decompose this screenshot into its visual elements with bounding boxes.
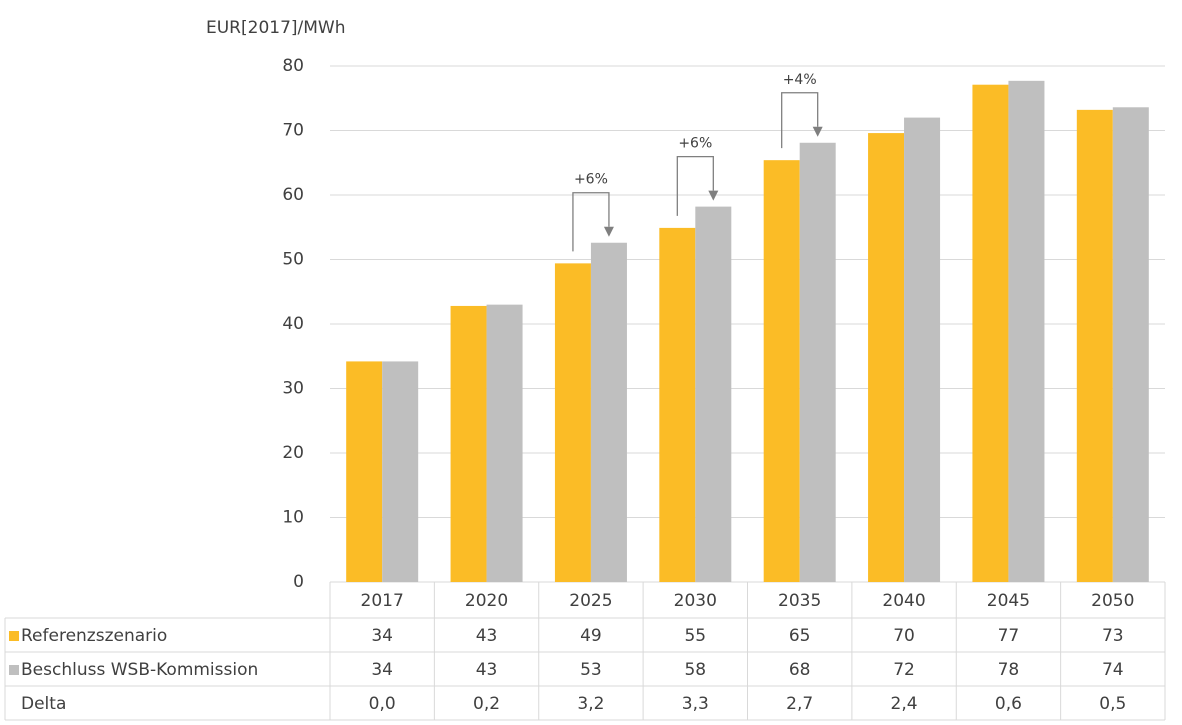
- legend-swatch: [9, 631, 19, 641]
- table-value: 58: [684, 660, 706, 680]
- bar: [1008, 80, 1045, 583]
- x-tick-label: 2050: [1091, 591, 1134, 611]
- table-delta: 2,7: [786, 694, 813, 714]
- x-tick-label: 2035: [778, 591, 821, 611]
- table-value: 74: [1102, 660, 1124, 680]
- table-value: 68: [789, 660, 811, 680]
- bar: [799, 142, 836, 582]
- table-value: 65: [789, 626, 811, 646]
- y-tick-label: 30: [282, 379, 304, 399]
- table-value: 72: [893, 660, 915, 680]
- table-value: 53: [580, 660, 602, 680]
- legend-label: Beschluss WSB-Kommission: [21, 660, 258, 680]
- x-tick-label: 2020: [465, 591, 508, 611]
- table-value: 77: [998, 626, 1020, 646]
- annotation-arrow: [781, 92, 819, 149]
- bar: [868, 133, 905, 582]
- table-delta: 0,5: [1099, 694, 1126, 714]
- y-tick-label: 60: [282, 185, 304, 205]
- table-value: 49: [580, 626, 602, 646]
- annotation: +6%: [678, 136, 712, 152]
- table-delta: 2,4: [891, 694, 918, 714]
- x-tick-label: 2025: [569, 591, 612, 611]
- y-tick-label: 50: [282, 250, 304, 270]
- annotation: +4%: [783, 72, 817, 88]
- bar: [590, 242, 627, 583]
- bar: [659, 227, 696, 582]
- bar: [972, 84, 1009, 582]
- legend-label: Referenzszenario: [21, 626, 167, 646]
- table-value: 55: [684, 626, 706, 646]
- table-delta: 0,6: [995, 694, 1022, 714]
- annotation-arrowhead: [812, 126, 823, 137]
- annotation-arrow: [572, 192, 610, 252]
- table-value: 43: [476, 626, 498, 646]
- table-value: 70: [893, 626, 915, 646]
- table-value: 34: [371, 626, 393, 646]
- table-delta: 3,2: [577, 694, 604, 714]
- bar: [346, 361, 383, 582]
- legend-swatch: [9, 665, 19, 675]
- table-delta: 0,2: [473, 694, 500, 714]
- table-delta: 3,3: [682, 694, 709, 714]
- annotation-arrowhead: [603, 226, 614, 237]
- y-tick-label: 70: [282, 121, 304, 141]
- bar: [450, 305, 487, 582]
- bar: [1076, 109, 1113, 583]
- y-tick-label: 80: [282, 56, 304, 76]
- table-value: 43: [476, 660, 498, 680]
- table-value: 34: [371, 660, 393, 680]
- bar: [904, 117, 941, 582]
- bar: [1112, 107, 1149, 582]
- table-delta: 0,0: [369, 694, 396, 714]
- annotation: +6%: [574, 172, 608, 188]
- annotation-arrow: [676, 155, 714, 216]
- bar: [382, 361, 419, 582]
- x-tick-label: 2030: [674, 591, 717, 611]
- table-value: 78: [998, 660, 1020, 680]
- y-tick-label: 10: [282, 508, 304, 528]
- x-tick-label: 2045: [987, 591, 1030, 611]
- bar: [763, 160, 800, 583]
- annotation-arrowhead: [708, 190, 719, 201]
- y-tick-label: 0: [293, 572, 304, 592]
- x-tick-label: 2017: [361, 591, 404, 611]
- y-tick-label: 40: [282, 314, 304, 334]
- table-value: 73: [1102, 626, 1124, 646]
- bar: [486, 304, 523, 582]
- delta-label: Delta: [21, 694, 66, 714]
- bar: [695, 206, 732, 583]
- y-tick-label: 20: [282, 443, 304, 463]
- x-tick-label: 2040: [882, 591, 925, 611]
- bar: [554, 263, 591, 582]
- y-axis-label: EUR[2017]/MWh: [206, 18, 346, 38]
